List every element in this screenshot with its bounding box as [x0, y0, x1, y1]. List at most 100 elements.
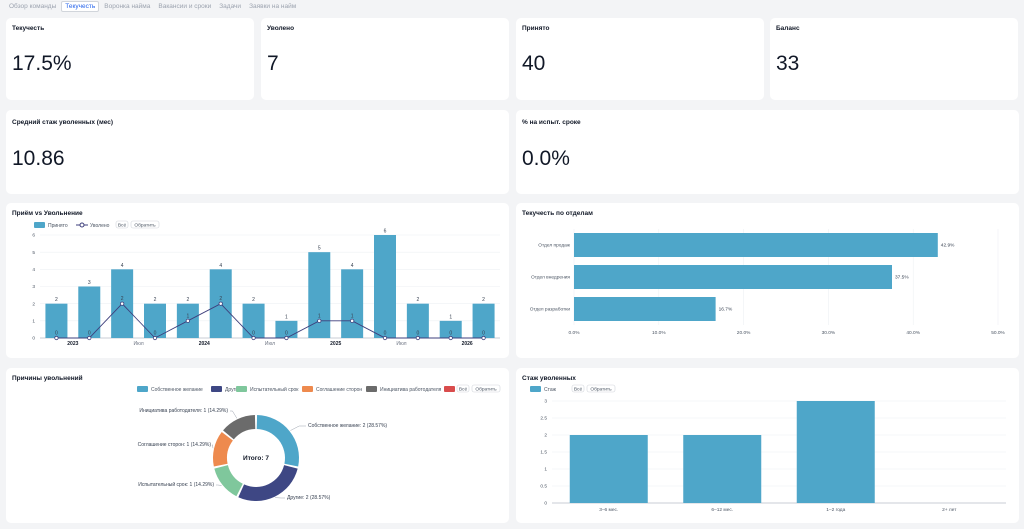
kpi-card-hired: Принято 40	[516, 18, 764, 100]
bar-hired	[242, 303, 265, 338]
legend-all-button[interactable]	[571, 384, 585, 393]
kpi-title: Средний стаж уволенных (мес)	[12, 119, 114, 126]
dept-value-label: 37.5%	[895, 275, 909, 281]
slice-label: Другие: 2 (28.57%)	[287, 495, 331, 501]
y-tick-label: 1	[32, 318, 35, 324]
legend-all-button[interactable]	[115, 220, 129, 229]
legend-invert-button[interactable]	[130, 220, 160, 229]
tab-1[interactable]: Текучесть	[61, 0, 100, 12]
donut-slice	[256, 415, 299, 467]
legend-reason-2-label[interactable]: Испытательный срок	[250, 386, 299, 393]
donut-slice	[223, 415, 256, 440]
kpi-value: 40	[522, 52, 546, 75]
y-tick-label: 2.5	[540, 416, 547, 422]
point-fired	[481, 335, 486, 341]
slice-label: Испытательный срок: 1 (14.29%)	[138, 481, 214, 488]
slice-label: Инициатива работодателя: 1 (14.29%)	[139, 408, 228, 414]
bar-hired	[341, 269, 364, 338]
point-fired	[350, 318, 355, 323]
legend-reason-3-label[interactable]: Соглашение сторон	[316, 387, 362, 393]
legend-hired-swatch	[34, 222, 45, 228]
kpi-card-balance: Баланс 33	[770, 18, 1018, 100]
tab-3[interactable]: Вакансии и сроки	[158, 2, 212, 10]
tenure-card: Стаж уволенных Стаж Всё Обратить 0 0.5 1 1.5 2 2…	[516, 368, 1019, 523]
legend-extra-swatch	[444, 386, 455, 392]
dept-value-label: 42.9%	[941, 243, 955, 249]
y-tick-label: 5	[32, 250, 35, 256]
bar-hired	[45, 303, 68, 338]
x-tick-label: 1–2 года	[826, 507, 845, 513]
tab-5[interactable]: Заявки на найм	[249, 2, 297, 10]
x-tick-label: Июл	[396, 341, 406, 347]
dept-value-label: 16.7%	[719, 307, 733, 313]
legend-invert-button-label[interactable]: Обратить	[134, 223, 156, 229]
legend-reason-0-label[interactable]: Собственное желание	[151, 387, 203, 393]
line-fired	[56, 303, 484, 339]
kpi-title: Принято	[522, 25, 550, 32]
dept-category-label: Отдел внедрения	[531, 275, 570, 281]
legend-invert-button[interactable]	[586, 384, 616, 393]
chart-title: Текучесть по отделам	[522, 210, 593, 217]
legend-tenure-swatch	[530, 386, 541, 392]
tab-bar: Обзор команды Текучесть Воронка найма Вакан…	[6, 0, 299, 12]
bar-value-label: 1	[449, 314, 452, 320]
kpi-title: Баланс	[776, 25, 800, 32]
point-fired	[120, 301, 125, 306]
dept-turnover-chart: 0.0% 10.0% 20.0% 30.0% 40.0% 50.0% Отдел прода…	[530, 229, 1006, 336]
legend-tenure-label[interactable]: Стаж	[544, 387, 557, 393]
point-value-label: 0	[154, 331, 157, 337]
kpi-card-avg-tenure: Средний стаж уволенных (мес) 10.86	[6, 110, 509, 194]
y-tick-label: 0.5	[540, 484, 547, 490]
legend-invert-button-label[interactable]: Обратить	[590, 387, 612, 393]
legend-reason-1-swatch	[211, 386, 222, 392]
kpi-card-fired: Уволено 7	[261, 18, 509, 100]
legend-all-button[interactable]	[456, 384, 470, 393]
hire-vs-fire-card: Приём vs Увольнение Принято Уволено Всё Обр…	[6, 203, 509, 358]
donut-slice	[214, 465, 243, 497]
bar-value-label: 2	[186, 297, 189, 303]
bar-hired	[374, 235, 396, 338]
slice-leader-line	[211, 444, 214, 449]
chart-title: Стаж уволенных	[522, 375, 576, 382]
y-tick-label: 1.5	[540, 450, 547, 456]
bar-hired	[439, 320, 462, 338]
legend-all-button-label[interactable]: Всё	[574, 387, 583, 393]
chart-title: Причины увольнений	[12, 375, 83, 382]
bar-hired	[144, 303, 166, 338]
point-value-label: 0	[252, 331, 255, 337]
point-fired	[415, 335, 420, 341]
point-value-label: 0	[55, 331, 58, 337]
donut-slice	[213, 432, 233, 467]
bar-value-label: 4	[219, 263, 222, 269]
legend-fired-label[interactable]: Уволено	[90, 223, 110, 229]
x-tick-label: 2025	[330, 341, 341, 347]
x-tick-label: 3–6 мес.	[599, 507, 618, 513]
legend-fired-marker	[79, 222, 85, 228]
legend-reason-4-label[interactable]: Инициатива работодателя	[380, 387, 442, 393]
x-tick-label: 0.0%	[569, 330, 581, 336]
kpi-title: Текучесть	[12, 25, 45, 32]
kpi-card-probation: % на испыт. сроке 0.0%	[516, 110, 1019, 194]
legend-all-button-label[interactable]: Всё	[459, 387, 468, 393]
tab-2[interactable]: Воронка найма	[104, 2, 151, 10]
kpi-value: 0.0%	[522, 147, 570, 170]
donut-center-label: Итого: 7	[243, 455, 269, 462]
legend-hired-label[interactable]: Принято	[48, 223, 68, 229]
legend-invert-button[interactable]	[471, 384, 501, 393]
point-fired	[54, 335, 59, 341]
legend-all-button-label[interactable]: Всё	[118, 223, 127, 229]
legend-reason-1-label[interactable]: Другие	[225, 387, 241, 393]
bar-value-label: 5	[318, 246, 321, 252]
bar-value-label: 2	[252, 297, 255, 303]
tab-0[interactable]: Обзор команды	[9, 2, 57, 10]
point-value-label: 0	[384, 331, 387, 337]
y-tick-label: 1	[544, 467, 547, 473]
x-tick-label: 40.0%	[906, 330, 920, 336]
tab-4[interactable]: Задачи	[219, 2, 242, 10]
legend-invert-button-label[interactable]: Обратить	[475, 387, 497, 393]
kpi-value: 33	[776, 52, 800, 75]
x-tick-label: 20.0%	[737, 330, 751, 336]
kpi-title: % на испыт. сроке	[522, 119, 581, 126]
x-tick-label: 30.0%	[822, 330, 836, 336]
bar-value-label: 2	[482, 297, 485, 303]
